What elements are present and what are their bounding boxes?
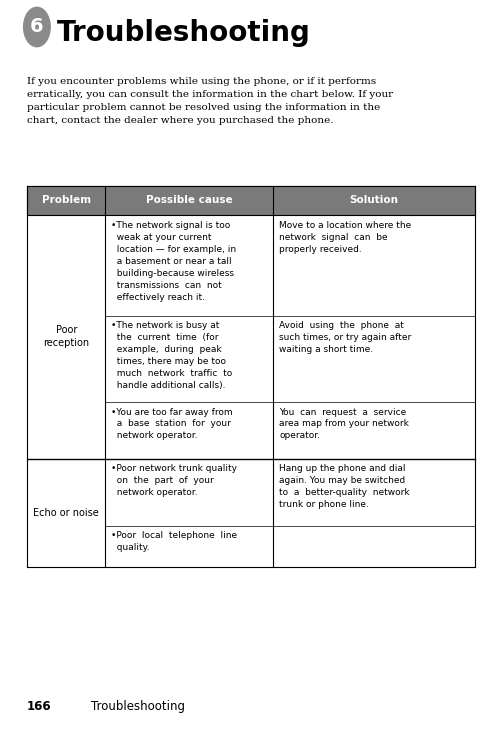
Bar bbox=[27, 402, 475, 459]
Bar bbox=[27, 215, 475, 316]
Bar bbox=[27, 316, 475, 402]
Text: If you encounter problems while using the phone, or if it performs: If you encounter problems while using th… bbox=[27, 77, 376, 85]
Text: Possible cause: Possible cause bbox=[146, 195, 233, 206]
Text: Hang up the phone and dial
again. You may be switched
to  a  better-quality  net: Hang up the phone and dial again. You ma… bbox=[279, 464, 410, 509]
Text: Avoid  using  the  phone  at
such times, or try again after
waiting a short time: Avoid using the phone at such times, or … bbox=[279, 321, 411, 354]
Text: Problem: Problem bbox=[42, 195, 91, 206]
Circle shape bbox=[24, 7, 50, 47]
Text: Troubleshooting: Troubleshooting bbox=[57, 19, 310, 47]
Bar bbox=[27, 526, 475, 567]
Text: •The network signal is too
  weak at your current
  location — for example, in
 : •The network signal is too weak at your … bbox=[111, 221, 237, 302]
Text: 166: 166 bbox=[27, 700, 52, 713]
Text: Troubleshooting: Troubleshooting bbox=[91, 700, 185, 713]
Text: chart, contact the dealer where you purchased the phone.: chart, contact the dealer where you purc… bbox=[27, 116, 334, 125]
Text: You  can  request  a  service
area map from your network
operator.: You can request a service area map from … bbox=[279, 408, 409, 440]
Text: particular problem cannot be resolved using the information in the: particular problem cannot be resolved us… bbox=[27, 103, 380, 112]
Bar bbox=[27, 459, 475, 526]
Text: Solution: Solution bbox=[349, 195, 399, 206]
Text: •Poor network trunk quality
  on  the  part  of  your
  network operator.: •Poor network trunk quality on the part … bbox=[111, 464, 237, 497]
Bar bbox=[27, 186, 475, 215]
Text: •You are too far away from
  a  base  station  for  your
  network operator.: •You are too far away from a base statio… bbox=[111, 408, 233, 440]
Text: Echo or noise: Echo or noise bbox=[33, 508, 99, 518]
Text: Move to a location where the
network  signal  can  be
properly received.: Move to a location where the network sig… bbox=[279, 221, 411, 254]
Text: erratically, you can consult the information in the chart below. If your: erratically, you can consult the informa… bbox=[27, 90, 393, 98]
Text: •Poor  local  telephone  line
  quality.: •Poor local telephone line quality. bbox=[111, 531, 238, 553]
Text: Poor
reception: Poor reception bbox=[43, 325, 90, 348]
Text: •The network is busy at
  the  current  time  (for
  example,  during  peak
  ti: •The network is busy at the current time… bbox=[111, 321, 233, 390]
Text: 6: 6 bbox=[30, 17, 44, 36]
